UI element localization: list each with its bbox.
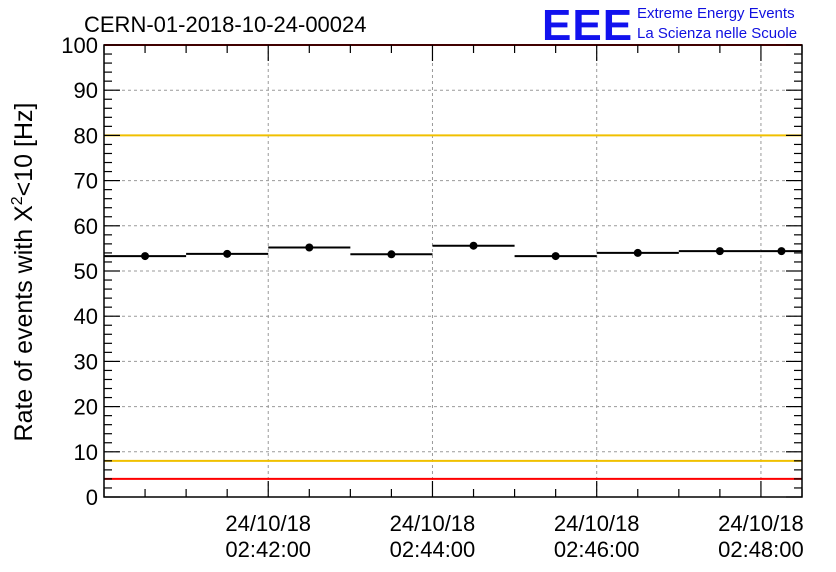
data-point [715,247,724,256]
x-tick-label-time: 02:46:00 [554,537,640,562]
data-point [141,252,150,261]
data-point [305,243,314,252]
x-tick-label-time: 02:44:00 [390,537,476,562]
y-axis-title: Rate of events with X2<10 [Hz] [9,103,38,442]
y-tick-label: 10 [74,440,98,465]
y-tick-label: 20 [74,395,98,420]
y-axis-title-prefix: Rate of events with X [10,205,38,442]
data-point [777,247,786,256]
logo-line-1: Extreme Energy Events [637,5,795,22]
y-tick-label: 60 [74,214,98,239]
axes: 010203040506070809010024/10/1802:42:0024… [61,33,803,562]
y-tick-label: 30 [74,349,98,374]
y-axis-title-suffix: <10 [Hz] [10,103,38,197]
logo-line-2: La Scienza nelle Scuole [637,25,797,42]
logo-mark: EEE [542,1,633,50]
y-tick-label: 0 [86,485,98,510]
chart-title: CERN-01-2018-10-24-00024 [84,12,367,37]
y-tick-label: 70 [74,169,98,194]
data-points [104,241,802,261]
data-point [469,241,478,250]
x-tick-label-date: 24/10/18 [390,511,476,536]
x-tick-label-date: 24/10/18 [718,511,804,536]
x-tick-label-time: 02:48:00 [718,537,804,562]
y-tick-label: 80 [74,123,98,148]
x-tick-label-date: 24/10/18 [225,511,311,536]
reference-lines [104,44,802,480]
y-tick-label: 50 [74,259,98,284]
y-axis-title-sup: 2 [9,196,26,205]
data-point [551,252,560,261]
eee-logo: EEE Extreme Energy Events La Scienza nel… [542,1,797,50]
data-point [633,248,642,257]
y-tick-label: 90 [74,78,98,103]
x-tick-label-time: 02:42:00 [225,537,311,562]
x-tick-label-date: 24/10/18 [554,511,640,536]
data-point [387,250,396,259]
y-tick-label: 40 [74,304,98,329]
y-tick-label: 100 [61,33,98,58]
data-point [223,249,232,258]
grid [104,45,802,497]
